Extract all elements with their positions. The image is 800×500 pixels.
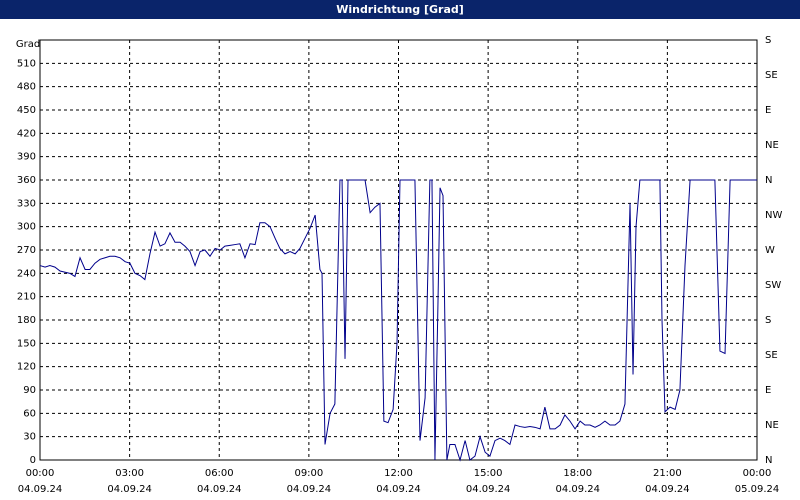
y-tick-label: 180 [17,315,36,326]
y2-tick-label: E [765,385,771,396]
y-tick-label: 90 [23,385,36,396]
y-tick-label: 510 [17,58,36,69]
y2-tick-label: NE [765,420,779,431]
y-tick-label: 450 [17,105,36,116]
y-tick-label: 360 [17,175,36,186]
x-tick-date: 04.09.24 [197,484,242,495]
y-tick-label: 60 [23,408,36,419]
x-tick-date: 04.09.24 [645,484,690,495]
x-tick-label: 00:00 [743,468,772,479]
y-tick-label: 240 [17,268,36,279]
x-tick-label: 06:00 [205,468,234,479]
y2-tick-label: N [765,175,772,186]
y2-tick-label: S [765,315,771,326]
x-tick-date: 04.09.24 [107,484,152,495]
y-tick-label: 0 [30,455,36,466]
y2-tick-label: E [765,105,771,116]
x-tick-date: 05.09.24 [735,484,780,495]
x-tick-date: 04.09.24 [18,484,63,495]
x-tick-date: 04.09.24 [376,484,421,495]
x-tick-label: 18:00 [563,468,592,479]
y2-tick-label: W [765,245,775,256]
x-tick-date: 04.09.24 [555,484,600,495]
y2-tick-label: NE [765,140,779,151]
y-tick-label: 210 [17,292,36,303]
y2-tick-label: SE [765,70,778,81]
y-tick-label: 150 [17,338,36,349]
y-tick-label: 390 [17,152,36,163]
y-tick-label: 420 [17,128,36,139]
x-tick-date: 04.09.24 [287,484,332,495]
y-tick-label: 480 [17,82,36,93]
y-tick-label: 120 [17,362,36,373]
y2-tick-label: N [765,455,772,466]
y2-tick-label: NW [765,210,782,221]
y-axis-label: Grad [16,39,40,50]
x-tick-label: 09:00 [294,468,323,479]
y2-tick-label: SW [765,280,781,291]
x-tick-label: 15:00 [474,468,503,479]
y-tick-label: 300 [17,222,36,233]
x-tick-label: 00:00 [26,468,55,479]
y2-tick-label: S [765,35,771,46]
title-bar [0,0,800,19]
x-tick-label: 03:00 [115,468,144,479]
chart-title: Windrichtung [Grad] [336,3,464,16]
y2-tick-label: SE [765,350,778,361]
x-tick-date: 04.09.24 [466,484,511,495]
data-line [39,179,757,462]
x-tick-label: 12:00 [384,468,413,479]
y-tick-label: 330 [17,198,36,209]
y-tick-label: 30 [23,432,36,443]
y-tick-label: 270 [17,245,36,256]
x-tick-label: 21:00 [653,468,682,479]
